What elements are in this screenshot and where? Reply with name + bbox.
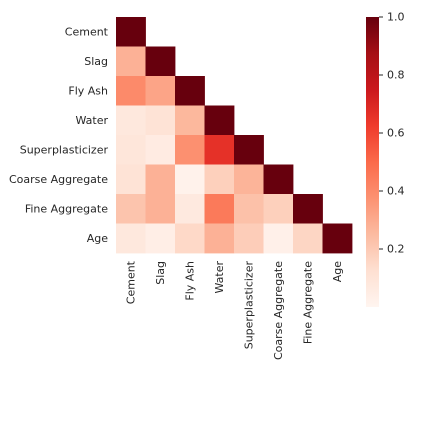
heatmap-cell-fine-aggregate-water: [204, 194, 235, 224]
row-label-superplasticizer: Superplasticizer: [20, 143, 109, 156]
column-labels: Cement Slag Fly Ash Water Superplasticizer Co…: [124, 260, 344, 360]
column-label-water: Water: [213, 261, 226, 294]
heatmap-cell-superplasticizer-fly-ash: [175, 135, 205, 165]
heatmap-cell-slag-slag: [145, 46, 176, 77]
heatmap-cell-water-water: [204, 105, 235, 136]
heatmap-cell-age-water: [204, 223, 235, 254]
column-label-fine-aggregate: Fine Aggregate: [301, 261, 314, 344]
column-label-superplasticizer: Superplasticizer: [242, 261, 255, 350]
heatmap-cell-slag-cement: [116, 46, 146, 77]
column-label-age: Age: [331, 261, 344, 283]
heatmap-cell-age-slag: [145, 223, 176, 254]
heatmap-cell-water-slag: [145, 105, 176, 136]
heatmap-cell-fine-aggregate-coarse-aggregate: [263, 194, 294, 224]
row-label-cement: Cement: [65, 25, 109, 38]
heatmap-cell-coarse-aggregate-fly-ash: [175, 164, 205, 195]
heatmap-cells: [116, 17, 353, 254]
colorbar-tick-label: 0.2: [387, 243, 405, 256]
colorbar-tick-label: 0.4: [387, 185, 405, 198]
heatmap-cell-coarse-aggregate-cement: [116, 164, 146, 195]
colorbar-tick-label: 1.0: [387, 11, 405, 24]
heatmap-cell-age-age: [322, 223, 353, 254]
column-label-coarse-aggregate: Coarse Aggregate: [272, 261, 285, 360]
heatmap-cell-fine-aggregate-fine-aggregate: [293, 194, 323, 224]
heatmap-cell-age-cement: [116, 223, 146, 254]
row-label-age: Age: [87, 232, 109, 245]
heatmap-cell-age-coarse-aggregate: [263, 223, 294, 254]
heatmap-cell-cement-cement: [116, 17, 146, 47]
row-label-water: Water: [75, 114, 108, 127]
heatmap-cell-fine-aggregate-fly-ash: [175, 194, 205, 224]
row-label-fine-aggregate: Fine Aggregate: [25, 202, 108, 215]
row-labels: Cement Slag Fly Ash Water Superplasticizer Co…: [9, 25, 109, 245]
heatmap-cell-fine-aggregate-superplasticizer: [234, 194, 264, 224]
heatmap-cell-superplasticizer-water: [204, 135, 235, 165]
heatmap-cell-age-superplasticizer: [234, 223, 264, 254]
heatmap-cell-age-fine-aggregate: [293, 223, 323, 254]
heatmap-cell-coarse-aggregate-coarse-aggregate: [263, 164, 294, 195]
heatmap-cell-fly-ash-slag: [145, 76, 176, 106]
heatmap-cell-water-fly-ash: [175, 105, 205, 136]
heatmap-cell-superplasticizer-slag: [145, 135, 176, 165]
heatmap-cell-superplasticizer-cement: [116, 135, 146, 165]
heatmap-cell-superplasticizer-superplasticizer: [234, 135, 264, 165]
heatmap-cell-coarse-aggregate-superplasticizer: [234, 164, 264, 195]
heatmap-cell-fine-aggregate-slag: [145, 194, 176, 224]
heatmap-cell-water-cement: [116, 105, 146, 136]
heatmap-cell-fly-ash-cement: [116, 76, 146, 106]
heatmap-cell-coarse-aggregate-slag: [145, 164, 176, 195]
heatmap-cell-age-fly-ash: [175, 223, 205, 254]
row-label-fly-ash: Fly Ash: [68, 84, 108, 97]
column-label-cement: Cement: [124, 260, 137, 304]
heatmap-cell-coarse-aggregate-water: [204, 164, 235, 195]
column-label-fly-ash: Fly Ash: [183, 261, 196, 301]
colorbar: [366, 17, 379, 307]
row-label-slag: Slag: [84, 55, 108, 68]
heatmap-cell-fly-ash-fly-ash: [175, 76, 205, 106]
colorbar-tick-label: 0.8: [387, 69, 405, 82]
colorbar-ticks: 0.2 0.4 0.6 0.8 1.0: [379, 11, 405, 256]
heatmap-cell-fine-aggregate-cement: [116, 194, 146, 224]
colorbar-tick-label: 0.6: [387, 127, 405, 140]
column-label-slag: Slag: [154, 261, 167, 285]
row-label-coarse-aggregate: Coarse Aggregate: [9, 173, 108, 186]
